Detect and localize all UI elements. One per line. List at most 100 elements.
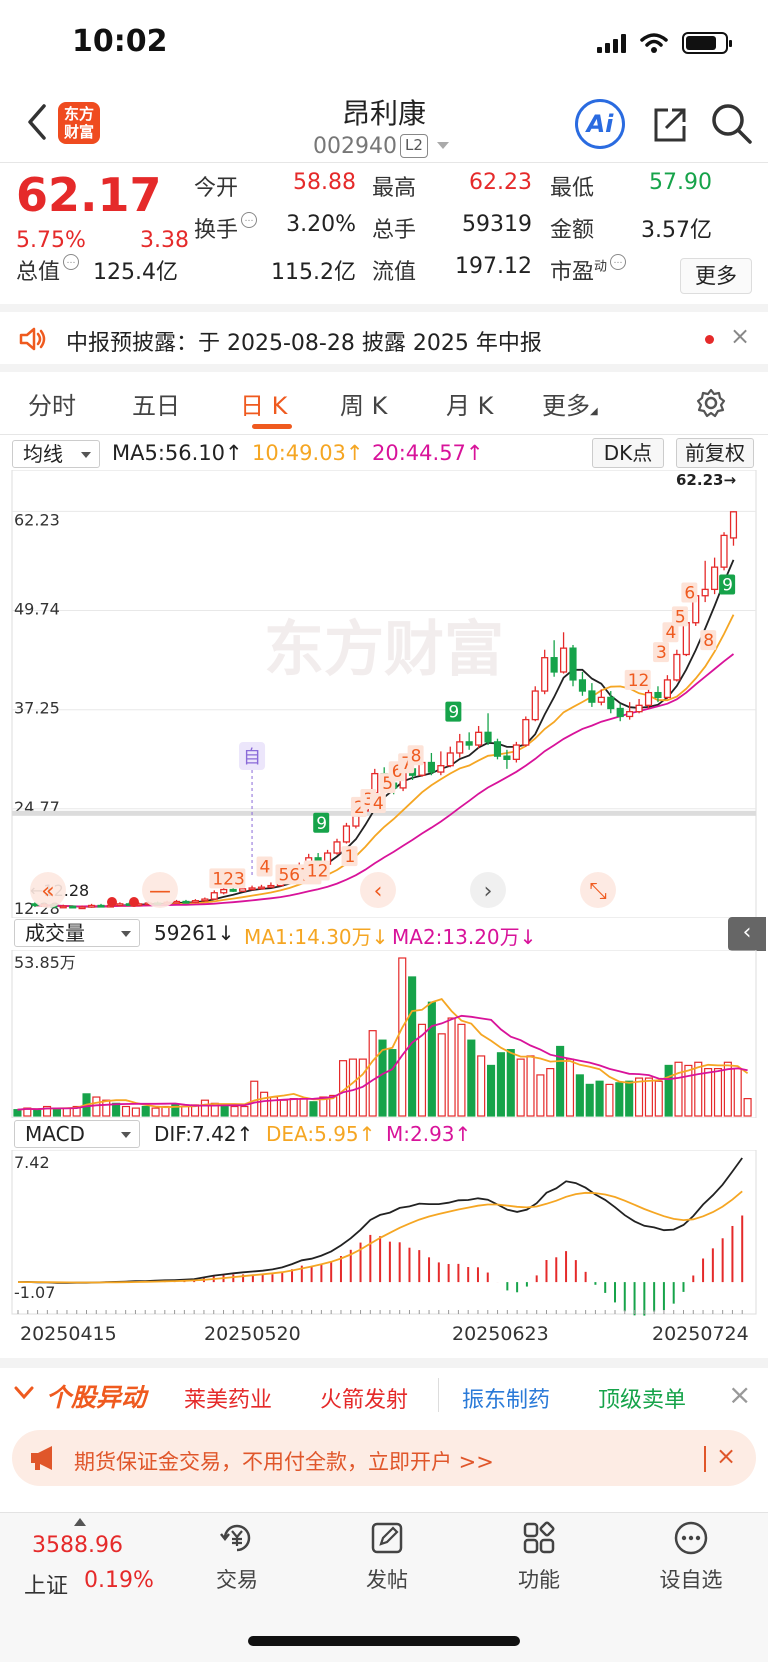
nav-watchlist[interactable]: 设自选 [646, 1520, 736, 1594]
volume-bar[interactable] [240, 1105, 249, 1117]
volume-bar[interactable] [496, 1052, 505, 1117]
volume-bar[interactable] [33, 1109, 42, 1117]
stock-alert-item[interactable]: 振东制药 [462, 1388, 551, 1413]
candle[interactable] [578, 679, 587, 692]
volume-bar[interactable] [378, 1039, 387, 1117]
volume-bar[interactable] [595, 1080, 604, 1117]
info-icon[interactable]: … [610, 254, 627, 270]
notice-text[interactable]: 中报预披露：于 2025-08-28 披露 2025 年中报 [66, 331, 542, 356]
volume-bar[interactable] [585, 1083, 594, 1117]
candle[interactable] [220, 888, 228, 894]
volume-bar[interactable] [171, 1104, 180, 1117]
candle[interactable] [69, 905, 77, 909]
volume-bar[interactable] [506, 1049, 515, 1117]
candle[interactable] [701, 588, 709, 597]
nav-functions[interactable]: 功能 [494, 1520, 584, 1594]
search-icon[interactable] [708, 100, 754, 146]
candle[interactable] [257, 886, 266, 890]
tab-2[interactable]: 日 K [240, 392, 288, 420]
candle[interactable] [569, 647, 577, 681]
volume-bar[interactable] [102, 1099, 111, 1117]
notice-close-button[interactable]: × [730, 322, 751, 350]
volume-bar[interactable] [289, 1098, 298, 1117]
stock-alert-item[interactable]: 火箭发射 [320, 1388, 409, 1413]
info-icon[interactable]: … [63, 254, 80, 270]
dk-point-button[interactable]: DK点 [592, 438, 664, 468]
volume-bar[interactable] [536, 1074, 545, 1117]
volume-chart[interactable]: 53.85万 [0, 950, 768, 1118]
candle[interactable] [191, 900, 199, 903]
volume-bar[interactable] [546, 1067, 555, 1117]
tab-3[interactable]: 周 K [340, 392, 388, 420]
candle[interactable] [503, 755, 511, 760]
volume-bar[interactable] [112, 1102, 121, 1117]
stock-alert-item[interactable]: 莱美药业 [184, 1388, 273, 1413]
candle[interactable] [729, 511, 738, 539]
volume-bar[interactable] [565, 1058, 575, 1117]
volume-bar[interactable] [329, 1094, 338, 1117]
tab-0[interactable]: 分时 [28, 392, 76, 420]
candle[interactable] [267, 884, 275, 888]
caret-up-icon[interactable] [74, 1518, 86, 1526]
ai-button[interactable]: Ai [575, 99, 625, 149]
nav-post[interactable]: 发帖 [342, 1520, 432, 1594]
ad-text[interactable]: 期货保证金交易，不用付全款，立即开户 >> [74, 1450, 494, 1474]
candle[interactable] [654, 691, 662, 699]
volume-bar[interactable] [743, 1098, 752, 1117]
volume-bar[interactable] [398, 957, 407, 1117]
candle[interactable] [522, 718, 530, 746]
volume-bar[interactable] [556, 1045, 565, 1117]
volume-bar[interactable] [516, 1058, 525, 1117]
volume-bar[interactable] [467, 1039, 476, 1117]
volume-bar[interactable] [181, 1105, 190, 1117]
volume-select[interactable]: 成交量 [14, 919, 140, 947]
candle[interactable] [682, 622, 690, 656]
volume-bar[interactable] [200, 1099, 209, 1117]
volume-bar[interactable] [644, 1077, 653, 1117]
volume-bar[interactable] [427, 1001, 436, 1117]
candle[interactable] [626, 711, 634, 718]
candle[interactable] [116, 903, 124, 907]
volume-bar[interactable] [713, 1067, 723, 1117]
candle[interactable] [456, 741, 464, 754]
volume-bar[interactable] [487, 1064, 496, 1117]
candle[interactable] [550, 657, 558, 673]
volume-bar[interactable] [368, 1030, 377, 1117]
volume-bar[interactable] [654, 1080, 663, 1117]
volume-bar[interactable] [121, 1105, 131, 1117]
candle[interactable] [616, 707, 624, 718]
fullscreen-button[interactable] [580, 872, 616, 908]
candle[interactable] [663, 679, 671, 699]
volume-bar[interactable] [141, 1105, 150, 1117]
collapse-panel-button[interactable]: ‹ [728, 917, 766, 951]
candle[interactable] [493, 741, 502, 757]
back-icon[interactable] [22, 102, 52, 142]
macd-chart[interactable]: 7.42 -1.07 [0, 1150, 768, 1320]
volume-bar[interactable] [279, 1099, 288, 1117]
candle[interactable] [607, 696, 615, 710]
volume-bar[interactable] [417, 1023, 427, 1117]
volume-bar[interactable] [230, 1105, 239, 1117]
candle[interactable] [465, 741, 473, 746]
candle[interactable] [97, 904, 105, 908]
zoom-out-button[interactable] [142, 872, 178, 908]
self-select-marker[interactable] [239, 742, 266, 770]
volume-bar[interactable] [260, 1091, 269, 1117]
candle[interactable] [673, 653, 681, 681]
volume-bar[interactable] [250, 1080, 259, 1117]
candle[interactable] [588, 690, 596, 703]
candle[interactable] [635, 704, 643, 713]
candle[interactable] [87, 904, 96, 908]
index-value[interactable]: 3588.96 [32, 1533, 123, 1558]
candle[interactable] [711, 566, 719, 591]
candle[interactable] [644, 691, 653, 706]
index-percent[interactable]: 0.19% [84, 1568, 154, 1593]
scroll-right-button[interactable] [470, 872, 506, 908]
candle[interactable] [512, 744, 520, 760]
candle[interactable] [531, 690, 539, 721]
event-dot[interactable] [129, 897, 139, 907]
tab-4[interactable]: 月 K [446, 392, 494, 420]
volume-bar[interactable] [388, 1049, 397, 1117]
chevron-down-icon[interactable] [14, 1386, 34, 1400]
